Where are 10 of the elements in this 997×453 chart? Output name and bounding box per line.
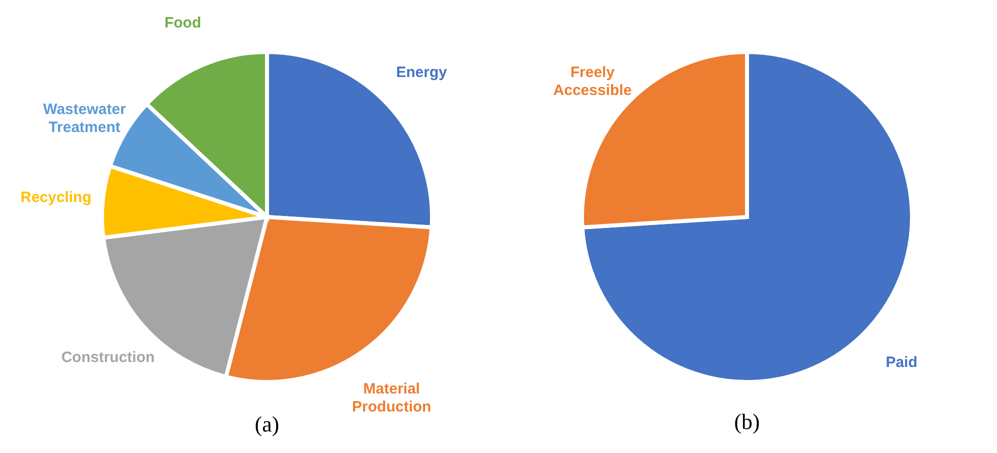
slice-label: Wastewater Treatment (43, 101, 126, 136)
slice-label: Recycling (20, 189, 92, 206)
slice-label: Material Production (352, 380, 432, 416)
slice-label: Paid (886, 354, 918, 372)
slice-label: Food (164, 14, 202, 32)
slice-label: Freely Accessible (553, 64, 632, 99)
text: (b) (734, 409, 760, 434)
slice-label: Construction (61, 349, 155, 366)
slice-label: Energy (396, 64, 448, 81)
text: (a) (254, 412, 280, 437)
